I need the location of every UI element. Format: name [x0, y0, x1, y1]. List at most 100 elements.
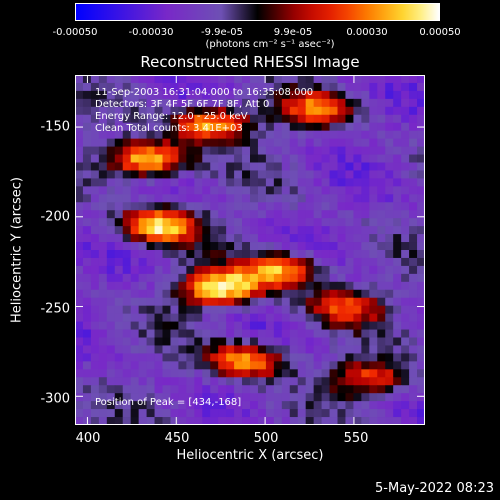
heatmap-cell: [297, 337, 307, 346]
heatmap-cell: [90, 329, 100, 338]
heatmap-cell: [218, 361, 227, 370]
heatmap-cell: [353, 194, 362, 203]
heatmap-cell: [122, 377, 132, 386]
heatmap-cell: [393, 194, 402, 203]
heatmap-cell: [234, 313, 243, 322]
heatmap-cell: [122, 226, 132, 235]
heatmap-cell: [75, 297, 84, 307]
heatmap-cell: [385, 194, 394, 203]
heatmap-cell: [345, 106, 354, 116]
heatmap-cell: [401, 106, 410, 116]
heatmap-cell: [146, 162, 155, 171]
heatmap-cell: [186, 210, 195, 219]
heatmap-cell: [146, 194, 155, 203]
heatmap-cell: [202, 353, 211, 362]
heatmap-cell: [250, 226, 259, 235]
heatmap-cell: [114, 257, 124, 267]
colorbar-tick: -9.9e-05: [201, 27, 243, 38]
heatmap-cell: [130, 226, 140, 235]
heatmap-cell: [194, 98, 203, 108]
heatmap-cell: [345, 297, 354, 307]
heatmap-cell: [337, 90, 346, 100]
heatmap-cell: [106, 138, 116, 147]
heatmap-cell: [265, 234, 275, 243]
heatmap-cell: [297, 114, 307, 124]
heatmap-cell: [353, 265, 362, 275]
heatmap-cell: [313, 154, 322, 163]
heatmap-cell: [345, 289, 354, 299]
heatmap-cell: [194, 186, 203, 195]
heatmap-cell: [297, 321, 307, 330]
heatmap-cell: [265, 313, 275, 322]
heatmap-cell: [257, 353, 267, 362]
heatmap-cell: [114, 202, 124, 211]
heatmap-cell: [361, 75, 370, 84]
heatmap-cell: [146, 385, 155, 394]
heatmap-cell: [409, 138, 418, 147]
heatmap-cell: [98, 186, 108, 195]
heatmap-cell: [353, 305, 362, 315]
heatmap-cell: [385, 146, 394, 155]
heatmap-cell: [114, 242, 124, 251]
heatmap-cell: [353, 273, 362, 283]
heatmap-cell: [289, 138, 299, 147]
heatmap-cell: [265, 297, 275, 307]
heatmap-cell: [297, 281, 307, 291]
heatmap-cell: [329, 194, 338, 203]
heatmap-cell: [130, 273, 140, 283]
heatmap-cell: [130, 289, 140, 299]
heatmap-cell: [297, 377, 307, 386]
heatmap-cell: [289, 297, 299, 307]
heatmap-cell: [75, 345, 84, 354]
heatmap-cell: [281, 82, 291, 92]
heatmap-cell: [329, 305, 338, 315]
heatmap-cell: [218, 250, 227, 259]
heatmap-cell: [178, 162, 187, 171]
heatmap-cell: [305, 265, 315, 275]
heatmap-cell: [353, 90, 362, 100]
heatmap-cell: [90, 210, 100, 219]
heatmap-cell: [234, 82, 243, 92]
heatmap-cell: [313, 146, 322, 155]
heatmap-cell: [257, 377, 267, 386]
heatmap-cell: [162, 401, 171, 410]
heatmap-cell: [138, 417, 147, 425]
heatmap-cell: [369, 106, 378, 116]
heatmap-cell: [75, 162, 84, 171]
heatmap-cell: [281, 305, 291, 315]
heatmap-cell: [289, 210, 299, 219]
heatmap-cell: [321, 170, 330, 179]
heatmap-cell: [162, 361, 171, 370]
heatmap-cell: [393, 90, 402, 100]
heatmap-cell: [257, 257, 267, 267]
heatmap-cell: [417, 257, 425, 267]
heatmap-cell: [369, 98, 378, 108]
heatmap-cell: [138, 257, 147, 267]
heatmap-cell: [273, 154, 283, 163]
peak-position-text: Position of Peak = [434,-168]: [95, 397, 242, 408]
heatmap-cell: [313, 385, 322, 394]
heatmap-cell: [385, 257, 394, 267]
heatmap-cell: [98, 329, 108, 338]
heatmap-cell: [146, 377, 155, 386]
heatmap-cell: [305, 337, 315, 346]
heatmap-cell: [385, 250, 394, 259]
heatmap-cell: [409, 250, 418, 259]
heatmap-cell: [234, 170, 243, 179]
heatmap-cell: [377, 194, 386, 203]
heatmap-cell: [234, 138, 243, 147]
heatmap-cell: [353, 106, 362, 116]
heatmap-cell: [242, 75, 251, 84]
heatmap-cell: [98, 257, 108, 267]
heatmap-cell: [409, 146, 418, 155]
heatmap-cell: [289, 146, 299, 155]
heatmap-cell: [98, 170, 108, 179]
heatmap-cell: [146, 170, 155, 179]
heatmap-cell: [90, 146, 100, 155]
heatmap-cell: [289, 257, 299, 267]
heatmap-cell: [297, 257, 307, 267]
heatmap-cell: [250, 154, 259, 163]
heatmap-cell: [361, 218, 370, 227]
heatmap-cell: [82, 170, 92, 179]
heatmap-cell: [242, 234, 251, 243]
